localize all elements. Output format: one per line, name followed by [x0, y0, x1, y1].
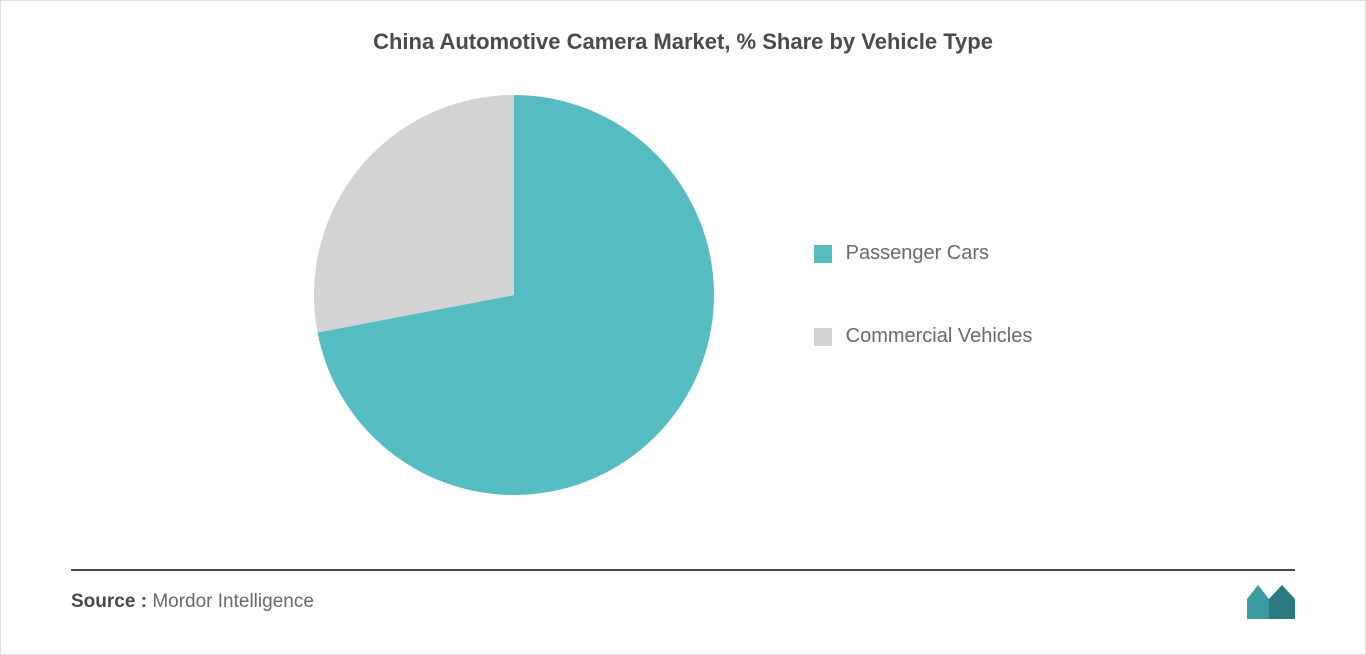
legend-label: Commercial Vehicles	[846, 325, 1033, 348]
chart-body: Passenger Cars Commercial Vehicles	[61, 75, 1305, 515]
chart-title: China Automotive Camera Market, % Share …	[61, 29, 1305, 55]
chart-footer: Source : Mordor Intelligence	[1, 569, 1365, 619]
source-row: Source : Mordor Intelligence	[71, 585, 1295, 619]
mordor-logo-icon	[1247, 585, 1295, 619]
pie-chart	[314, 95, 714, 495]
legend-label: Passenger Cars	[846, 242, 989, 265]
legend-item-commercial-vehicles: Commercial Vehicles	[814, 325, 1033, 348]
footer-divider	[71, 569, 1295, 571]
pie-slice-1	[314, 95, 514, 332]
legend-item-passenger-cars: Passenger Cars	[814, 242, 1033, 265]
source-text: Source : Mordor Intelligence	[71, 591, 314, 613]
legend-swatch	[814, 328, 832, 346]
chart-container: China Automotive Camera Market, % Share …	[1, 1, 1365, 654]
legend: Passenger Cars Commercial Vehicles	[814, 242, 1033, 348]
pie-svg	[314, 95, 714, 495]
source-label: Source :	[71, 591, 147, 612]
source-value: Mordor Intelligence	[152, 591, 314, 612]
legend-swatch	[814, 245, 832, 263]
